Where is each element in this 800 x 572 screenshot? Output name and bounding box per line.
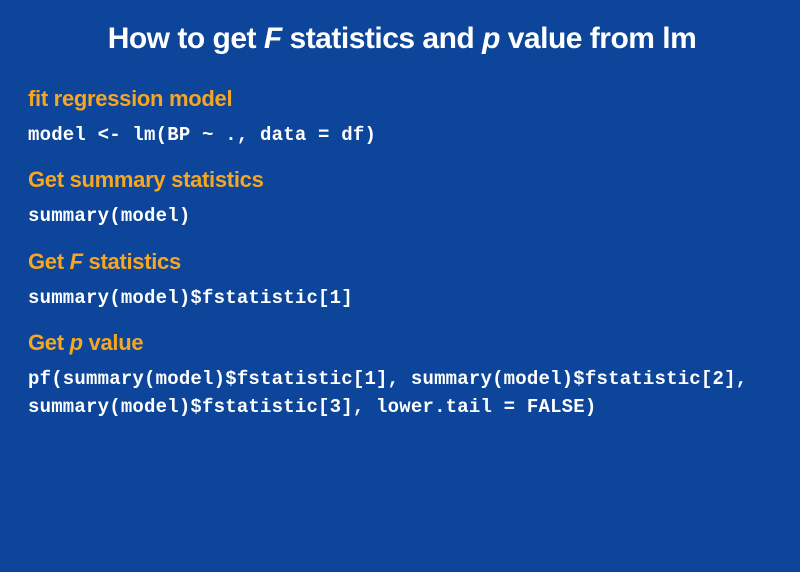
heading-text: Get — [28, 249, 70, 274]
code-p-value: pf(summary(model)$fstatistic[1], summary… — [28, 366, 776, 421]
title-italic-f: F — [264, 22, 282, 55]
heading-italic: F — [70, 249, 83, 274]
heading-text-post: value — [83, 330, 144, 355]
heading-f-stat: Get F statistics — [28, 249, 776, 275]
section-p-value: Get p value pf(summary(model)$fstatistic… — [28, 330, 776, 421]
heading-summary: Get summary statistics — [28, 167, 776, 193]
slide-title: How to get F statistics and p value from… — [28, 20, 776, 58]
section-summary: Get summary statistics summary(model) — [28, 167, 776, 231]
slide-container: How to get F statistics and p value from… — [0, 0, 800, 441]
code-summary: summary(model) — [28, 203, 776, 231]
heading-fit-model: fit regression model — [28, 86, 776, 112]
title-text-pre: How to get — [108, 22, 264, 55]
title-text-mid: statistics and — [282, 22, 482, 55]
section-f-stat: Get F statistics summary(model)$fstatist… — [28, 249, 776, 313]
section-fit-model: fit regression model model <- lm(BP ~ .,… — [28, 86, 776, 150]
heading-text: Get summary statistics — [28, 167, 264, 192]
heading-text: fit regression model — [28, 86, 232, 111]
heading-italic: p — [70, 330, 83, 355]
code-f-stat: summary(model)$fstatistic[1] — [28, 285, 776, 313]
heading-text-post: statistics — [83, 249, 181, 274]
title-text-post: value from lm — [500, 22, 696, 55]
heading-text: Get — [28, 330, 70, 355]
code-fit-model: model <- lm(BP ~ ., data = df) — [28, 122, 776, 150]
title-italic-p: p — [482, 22, 500, 55]
heading-p-value: Get p value — [28, 330, 776, 356]
